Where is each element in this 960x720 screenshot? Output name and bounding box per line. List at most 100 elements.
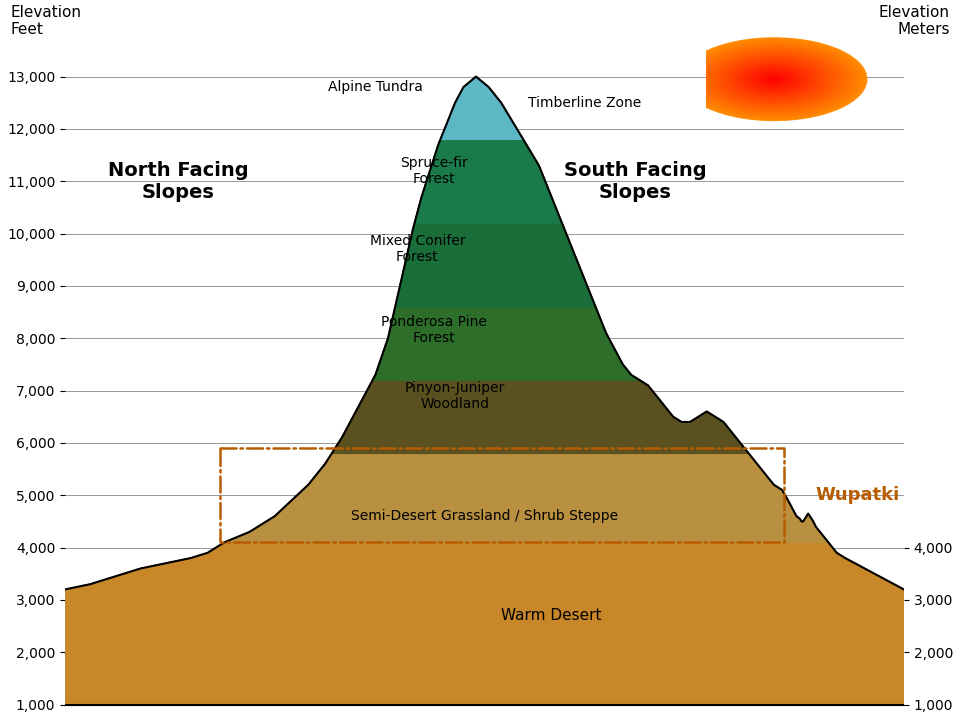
- Ellipse shape: [695, 43, 853, 115]
- Ellipse shape: [719, 55, 829, 104]
- Ellipse shape: [714, 53, 833, 106]
- Ellipse shape: [716, 53, 832, 105]
- Ellipse shape: [756, 71, 792, 87]
- Ellipse shape: [772, 78, 777, 80]
- Ellipse shape: [728, 58, 821, 100]
- Ellipse shape: [708, 50, 839, 109]
- Polygon shape: [65, 542, 903, 705]
- Ellipse shape: [720, 55, 828, 103]
- Text: Semi-Desert Grassland / Shrub Steppe: Semi-Desert Grassland / Shrub Steppe: [350, 509, 618, 523]
- Text: Ponderosa Pine
Forest: Ponderosa Pine Forest: [381, 315, 487, 346]
- Ellipse shape: [744, 66, 804, 93]
- Ellipse shape: [755, 71, 794, 88]
- Ellipse shape: [745, 66, 804, 92]
- Ellipse shape: [694, 43, 854, 115]
- Ellipse shape: [729, 59, 820, 99]
- Ellipse shape: [732, 60, 816, 98]
- Ellipse shape: [747, 67, 801, 91]
- Ellipse shape: [737, 63, 811, 96]
- Ellipse shape: [738, 63, 810, 96]
- Text: Spruce-fir
Forest: Spruce-fir Forest: [400, 156, 468, 186]
- Text: Elevation
Meters: Elevation Meters: [879, 5, 950, 37]
- Ellipse shape: [692, 42, 855, 116]
- Ellipse shape: [698, 45, 850, 113]
- Text: South Facing
Slopes: South Facing Slopes: [564, 161, 707, 202]
- Ellipse shape: [700, 45, 849, 113]
- Ellipse shape: [718, 54, 830, 104]
- Ellipse shape: [752, 69, 796, 89]
- Ellipse shape: [743, 65, 805, 94]
- Ellipse shape: [757, 72, 790, 86]
- Polygon shape: [225, 454, 828, 542]
- Ellipse shape: [704, 48, 844, 111]
- Ellipse shape: [751, 68, 798, 90]
- Text: Wupatki: Wupatki: [816, 486, 900, 504]
- Ellipse shape: [754, 70, 795, 89]
- Ellipse shape: [763, 74, 784, 84]
- Ellipse shape: [702, 47, 847, 112]
- Polygon shape: [332, 380, 748, 454]
- Ellipse shape: [703, 48, 846, 111]
- Ellipse shape: [773, 78, 776, 80]
- Ellipse shape: [767, 76, 781, 82]
- Ellipse shape: [684, 39, 864, 120]
- Ellipse shape: [697, 45, 852, 114]
- Ellipse shape: [682, 37, 866, 121]
- Ellipse shape: [741, 65, 806, 94]
- Ellipse shape: [725, 57, 823, 102]
- Ellipse shape: [685, 40, 863, 119]
- Ellipse shape: [713, 52, 835, 107]
- Ellipse shape: [740, 64, 808, 94]
- Ellipse shape: [770, 77, 779, 81]
- Polygon shape: [65, 76, 903, 705]
- Ellipse shape: [707, 49, 842, 109]
- Polygon shape: [372, 307, 638, 380]
- Text: Alpine Tundra: Alpine Tundra: [328, 80, 422, 94]
- Ellipse shape: [681, 37, 868, 121]
- Ellipse shape: [724, 57, 825, 102]
- Ellipse shape: [766, 76, 782, 83]
- Ellipse shape: [771, 78, 778, 81]
- Ellipse shape: [684, 38, 865, 120]
- Ellipse shape: [749, 68, 800, 91]
- Ellipse shape: [768, 76, 780, 82]
- Ellipse shape: [701, 46, 848, 112]
- Ellipse shape: [750, 68, 799, 90]
- Ellipse shape: [687, 40, 860, 118]
- Polygon shape: [415, 140, 561, 223]
- Ellipse shape: [731, 60, 817, 99]
- Ellipse shape: [710, 50, 838, 108]
- Ellipse shape: [735, 62, 813, 96]
- Ellipse shape: [712, 51, 836, 107]
- Ellipse shape: [734, 61, 814, 97]
- Ellipse shape: [723, 56, 826, 102]
- Ellipse shape: [733, 61, 815, 97]
- Ellipse shape: [727, 58, 822, 101]
- Ellipse shape: [706, 48, 843, 110]
- Text: Mixed Conifer
Forest: Mixed Conifer Forest: [370, 234, 466, 264]
- Ellipse shape: [689, 41, 859, 117]
- Ellipse shape: [690, 42, 858, 117]
- Text: Warm Desert: Warm Desert: [501, 608, 602, 623]
- Text: Timberline Zone: Timberline Zone: [528, 96, 641, 109]
- Ellipse shape: [759, 73, 789, 86]
- Ellipse shape: [765, 75, 783, 84]
- Text: Pinyon-Juniper
Woodland: Pinyon-Juniper Woodland: [405, 381, 505, 411]
- Ellipse shape: [696, 44, 852, 114]
- Ellipse shape: [739, 63, 809, 95]
- Ellipse shape: [730, 59, 819, 99]
- Text: North Facing
Slopes: North Facing Slopes: [108, 161, 249, 202]
- Ellipse shape: [686, 40, 862, 119]
- Ellipse shape: [762, 74, 786, 84]
- Ellipse shape: [722, 55, 827, 103]
- Ellipse shape: [708, 50, 841, 109]
- Ellipse shape: [761, 73, 787, 85]
- Polygon shape: [442, 77, 522, 140]
- Text: Elevation
Feet: Elevation Feet: [11, 5, 82, 37]
- Ellipse shape: [717, 53, 831, 105]
- Ellipse shape: [711, 51, 837, 107]
- Ellipse shape: [760, 73, 788, 86]
- Ellipse shape: [756, 71, 793, 88]
- Polygon shape: [396, 223, 594, 307]
- Ellipse shape: [691, 42, 857, 117]
